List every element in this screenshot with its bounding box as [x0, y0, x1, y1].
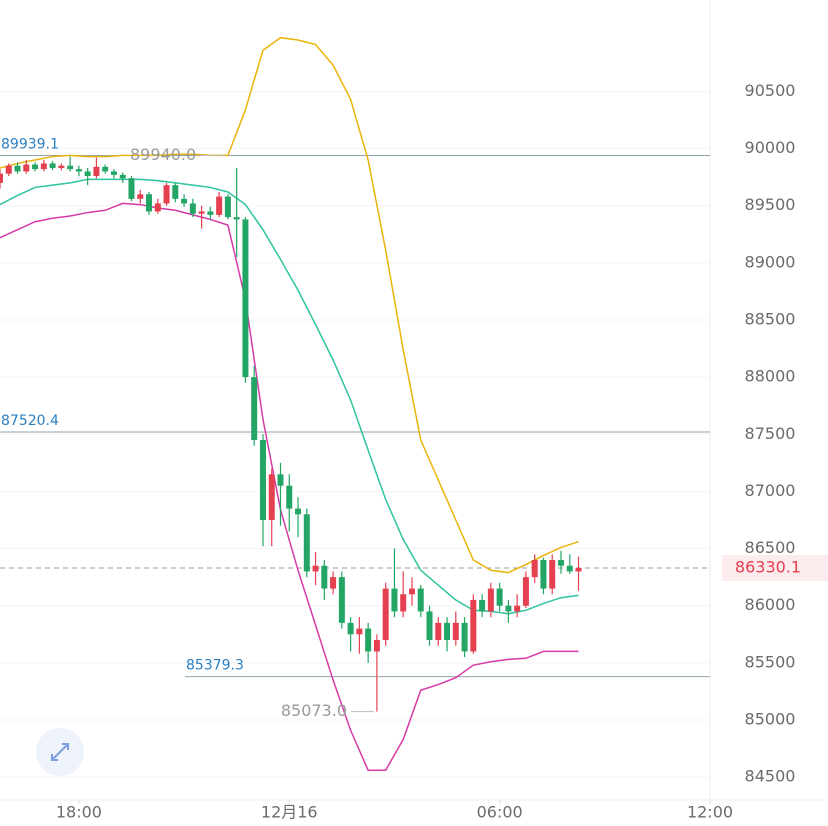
candle-body [163, 185, 170, 204]
high-annotation: 89940.0 [130, 145, 196, 164]
candle-body [14, 165, 21, 172]
candle-body [452, 622, 459, 640]
y-tick-label: 89500 [745, 195, 796, 214]
candle-body [286, 485, 293, 509]
candle-body [356, 628, 363, 635]
y-tick-label: 88000 [745, 367, 796, 386]
candle-body [23, 164, 30, 172]
candle-body [426, 611, 433, 640]
candle-body [338, 577, 345, 623]
candle-body [531, 560, 538, 578]
candle-body [470, 600, 477, 652]
candle-body [181, 198, 188, 204]
candle-body [321, 565, 328, 589]
candle-body [84, 171, 91, 176]
candle-body [540, 560, 547, 589]
candle-body [154, 203, 161, 212]
y-tick-label: 87000 [745, 481, 796, 500]
candle-body [575, 567, 582, 572]
x-tick-label: 12月16 [261, 803, 318, 822]
band-line [0, 202, 579, 772]
candle-body [435, 622, 442, 640]
candle-body [268, 474, 275, 520]
candle-body [373, 640, 380, 652]
candle-body [277, 474, 284, 486]
candle-body [93, 166, 100, 176]
y-tick-label: 90000 [745, 138, 796, 157]
candle-body [487, 588, 494, 612]
price-line-label: 85379.3 [186, 658, 244, 674]
candle-body [110, 171, 117, 175]
candle-body [479, 600, 486, 612]
y-tick-label: 85500 [745, 652, 796, 671]
expand-button[interactable] [36, 728, 84, 776]
candle-body [58, 165, 65, 168]
x-tick-label: 18:00 [56, 803, 102, 822]
last-price-label: 86330.1 [735, 557, 801, 576]
band-line [0, 36, 579, 574]
candle-body [461, 622, 468, 652]
y-tick-label: 85000 [745, 710, 796, 729]
candle-body [146, 194, 153, 212]
x-tick-label: 12:00 [687, 803, 733, 822]
candle-body [522, 577, 529, 606]
candle-body [408, 588, 415, 595]
candle-body [40, 163, 47, 170]
candle-body [0, 173, 3, 183]
price-line-label: 89939.1 [1, 137, 59, 153]
candle-body [514, 605, 521, 612]
candle-body [172, 185, 179, 199]
candle-body [128, 178, 135, 199]
candle-body [119, 174, 126, 179]
candle-body [216, 196, 223, 215]
y-tick-label: 86500 [745, 538, 796, 557]
y-tick-label: 86000 [745, 595, 796, 614]
candle-body [67, 165, 74, 170]
low-annotation: 85073.0 [281, 701, 347, 720]
candle-body [400, 594, 407, 612]
candle-body [549, 560, 556, 589]
candle-body [5, 165, 12, 174]
candle-body [198, 211, 205, 214]
price-line-label: 87520.4 [1, 413, 59, 429]
candle-body [242, 219, 249, 378]
candle-body [330, 577, 337, 589]
y-tick-label: 88500 [745, 310, 796, 329]
candle-body [347, 622, 354, 635]
candle-body [233, 217, 240, 220]
candle-body [75, 169, 82, 172]
candle-body [32, 164, 39, 170]
candle-body [365, 628, 372, 652]
x-tick-label: 06:00 [477, 803, 523, 822]
candle-body [207, 211, 214, 215]
last-price-tag [722, 554, 828, 581]
candle-body [49, 163, 56, 168]
candle-body [224, 196, 231, 218]
candle-body [102, 166, 109, 172]
candle-body [303, 514, 310, 572]
y-tick-label: 89000 [745, 252, 796, 271]
candle-body [137, 194, 144, 199]
candle-body [382, 588, 389, 640]
candle-body [417, 588, 424, 612]
candle-body [259, 440, 266, 520]
candle-body [505, 605, 512, 612]
y-tick-label: 87500 [745, 424, 796, 443]
candle-body [444, 622, 451, 640]
y-tick-label: 84500 [745, 767, 796, 786]
candle-body [566, 565, 573, 572]
candle-body [189, 203, 196, 214]
expand-icon[interactable] [51, 743, 69, 761]
candle-body [295, 508, 302, 515]
candle-body [251, 377, 258, 440]
candle-body [496, 588, 503, 606]
candle-body [557, 560, 564, 566]
candle-body [391, 588, 398, 612]
candle-body [312, 565, 319, 572]
y-tick-label: 90500 [745, 81, 796, 100]
